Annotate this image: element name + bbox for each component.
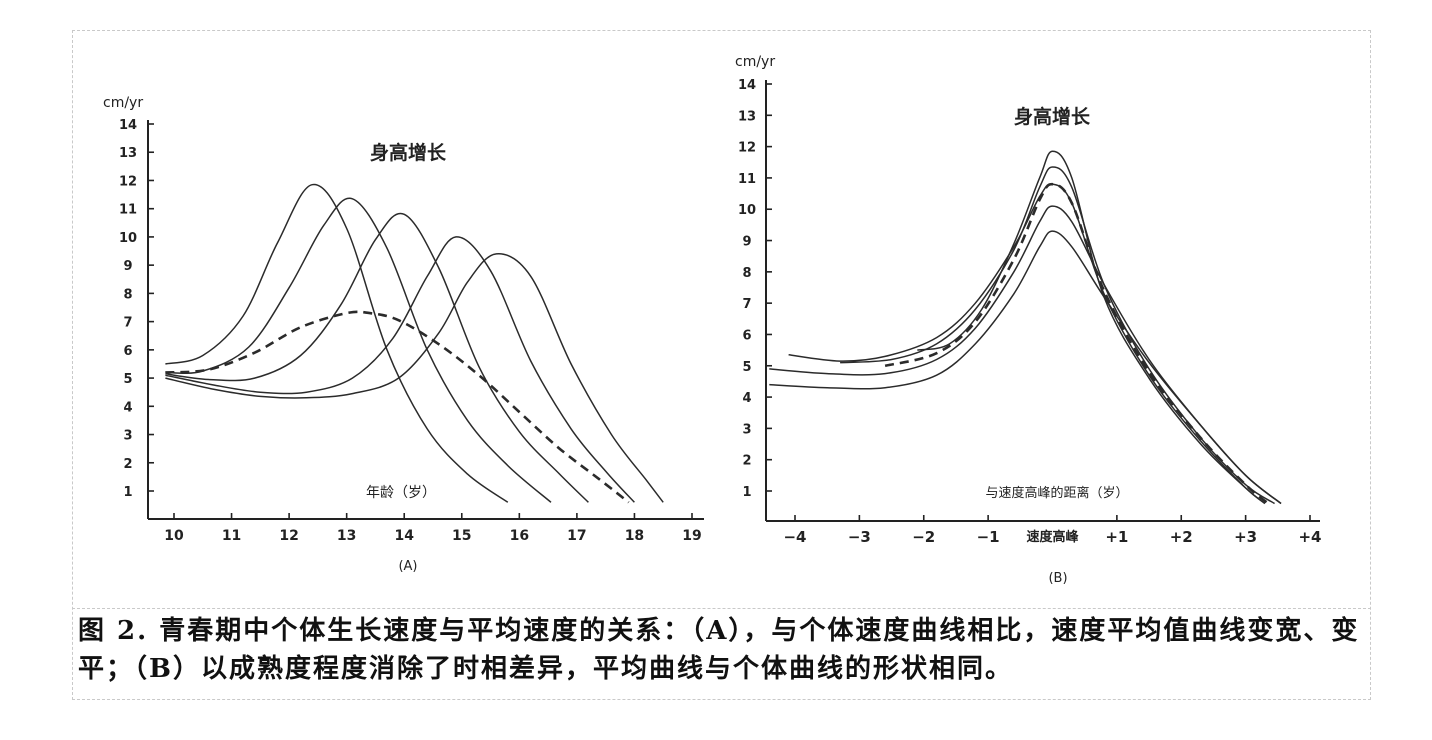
panel-a-individual-5-curve [165,253,664,503]
panel-a-y-tick-label: 7 [123,316,132,331]
panel-b-individual-1-curve [917,150,1266,505]
panel-a-xlabel: 年龄（岁） [366,485,436,501]
panel-b-individual-5-curve [788,183,1266,505]
panel-b-x-tick-label: 速度高峰 [1026,529,1079,545]
panel-b-y-tick-label: 2 [742,454,751,469]
panel-a-y-tick-label: 14 [119,118,137,133]
panel-b-y-tick-label: 4 [742,391,751,406]
panel-b-mean-curve [884,182,1270,505]
panel-a-x-tick-label: 17 [567,528,586,544]
panel-a-y-tick-label: 3 [123,429,132,444]
panel-b-x-tick-label: +4 [1298,528,1321,546]
panel-b-ylabel: cm/yr [735,54,775,70]
panel-a-y-tick-label: 8 [123,287,132,302]
panel-a-x-tick-label: 11 [222,528,241,544]
panel-a-y-tick-label: 6 [123,344,132,359]
panel-b-label: (B) [1048,571,1067,586]
panel-a-title: 身高增长 [370,141,447,164]
panel-b-x-tick-label: +3 [1234,528,1257,546]
panel-b-x-tick-label: −4 [783,528,806,546]
panel-b-y-tick-label: 13 [738,109,756,124]
panel-a-x-tick-label: 12 [279,528,298,544]
panel-b-y-tick-label: 5 [742,360,751,375]
panel-a-y-tick-label: 9 [123,259,132,274]
panel-b-x-tick-label: −1 [977,528,1000,546]
panel-b-xlabel: 与速度高峰的距离（岁） [985,485,1128,501]
panel-b-x-tick-label: −2 [912,528,935,546]
panel-a-y-tick-label: 11 [119,203,137,218]
caption-divider [72,608,1371,609]
panel-b-y-tick-label: 10 [738,203,756,218]
panel-a-individual-2-curve [165,197,552,503]
panel-b-x-tick-label: +1 [1105,528,1128,546]
panel-a-x-tick-label: 15 [452,528,471,544]
panel-b-y-tick-label: 9 [742,235,751,250]
figure-caption: 图 2. 青春期中个体生长速度与平均速度的关系：（A），与个体速度曲线相比，速度… [78,616,1360,684]
panel-b-y-tick-label: 1 [742,485,751,500]
panel-a-ylabel: cm/yr [103,95,143,111]
panel-b-y-tick-label: 14 [738,78,756,93]
panel-a-x-tick-label: 18 [625,528,644,544]
panel-b-y-tick-label: 11 [738,172,756,187]
panel-b-x-tick-label: −3 [848,528,871,546]
panel-b-series [769,150,1282,505]
panel-a-y-tick-label: 13 [119,146,137,161]
figure-frame [72,30,1371,700]
panel-a-x-tick-label: 14 [394,528,414,544]
panel-a-y-tick-label: 2 [123,457,132,472]
panel-b-title: 身高增长 [1014,105,1091,128]
panel-a-x-tick-label: 16 [510,528,529,544]
panel-b-y-tick-label: 12 [738,141,756,156]
panel-a-y-tick-label: 1 [123,485,132,500]
panel-a-mean-curve [165,310,630,504]
panel-b-x-tick-label: +2 [1170,528,1193,546]
panel-a-y-tick-label: 5 [123,372,132,387]
panel-b-y-tick-label: 6 [742,328,751,343]
panel-b-y-tick-label: 3 [742,422,751,437]
panel-a-individual-3-curve [165,212,589,503]
panel-a-y-tick-label: 12 [119,174,137,189]
panel-b-individual-3-curve [769,205,1282,505]
panel-b-y-tick-label: 8 [742,266,751,281]
panel-b-y-tick-label: 7 [742,297,751,312]
panel-a-y-tick-label: 4 [123,400,132,415]
panel-a-individual-1-curve [165,183,509,503]
panel-a-y-tick-label: 10 [119,231,137,246]
panel-a-x-tick-label: 10 [164,528,184,544]
panel-a-x-tick-label: 13 [337,528,356,544]
panel-a-label: (A) [398,559,417,574]
panel-b-individual-4-curve [769,230,1282,505]
panel-a-individual-4-curve [165,236,635,503]
panel-a-series [165,183,664,504]
panel-a-x-tick-label: 19 [682,528,701,544]
